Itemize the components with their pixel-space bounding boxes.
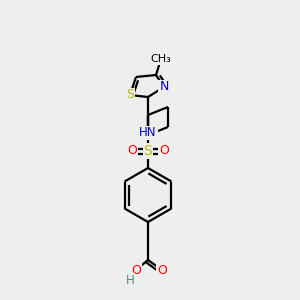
Text: S: S: [144, 144, 152, 158]
Text: S: S: [126, 88, 134, 101]
Text: H: H: [126, 274, 134, 286]
Text: N: N: [159, 80, 169, 94]
Text: O: O: [157, 263, 167, 277]
Text: CH₃: CH₃: [151, 54, 171, 64]
Text: HN: HN: [139, 127, 157, 140]
Text: O: O: [131, 263, 141, 277]
Text: O: O: [159, 145, 169, 158]
Text: O: O: [127, 145, 137, 158]
